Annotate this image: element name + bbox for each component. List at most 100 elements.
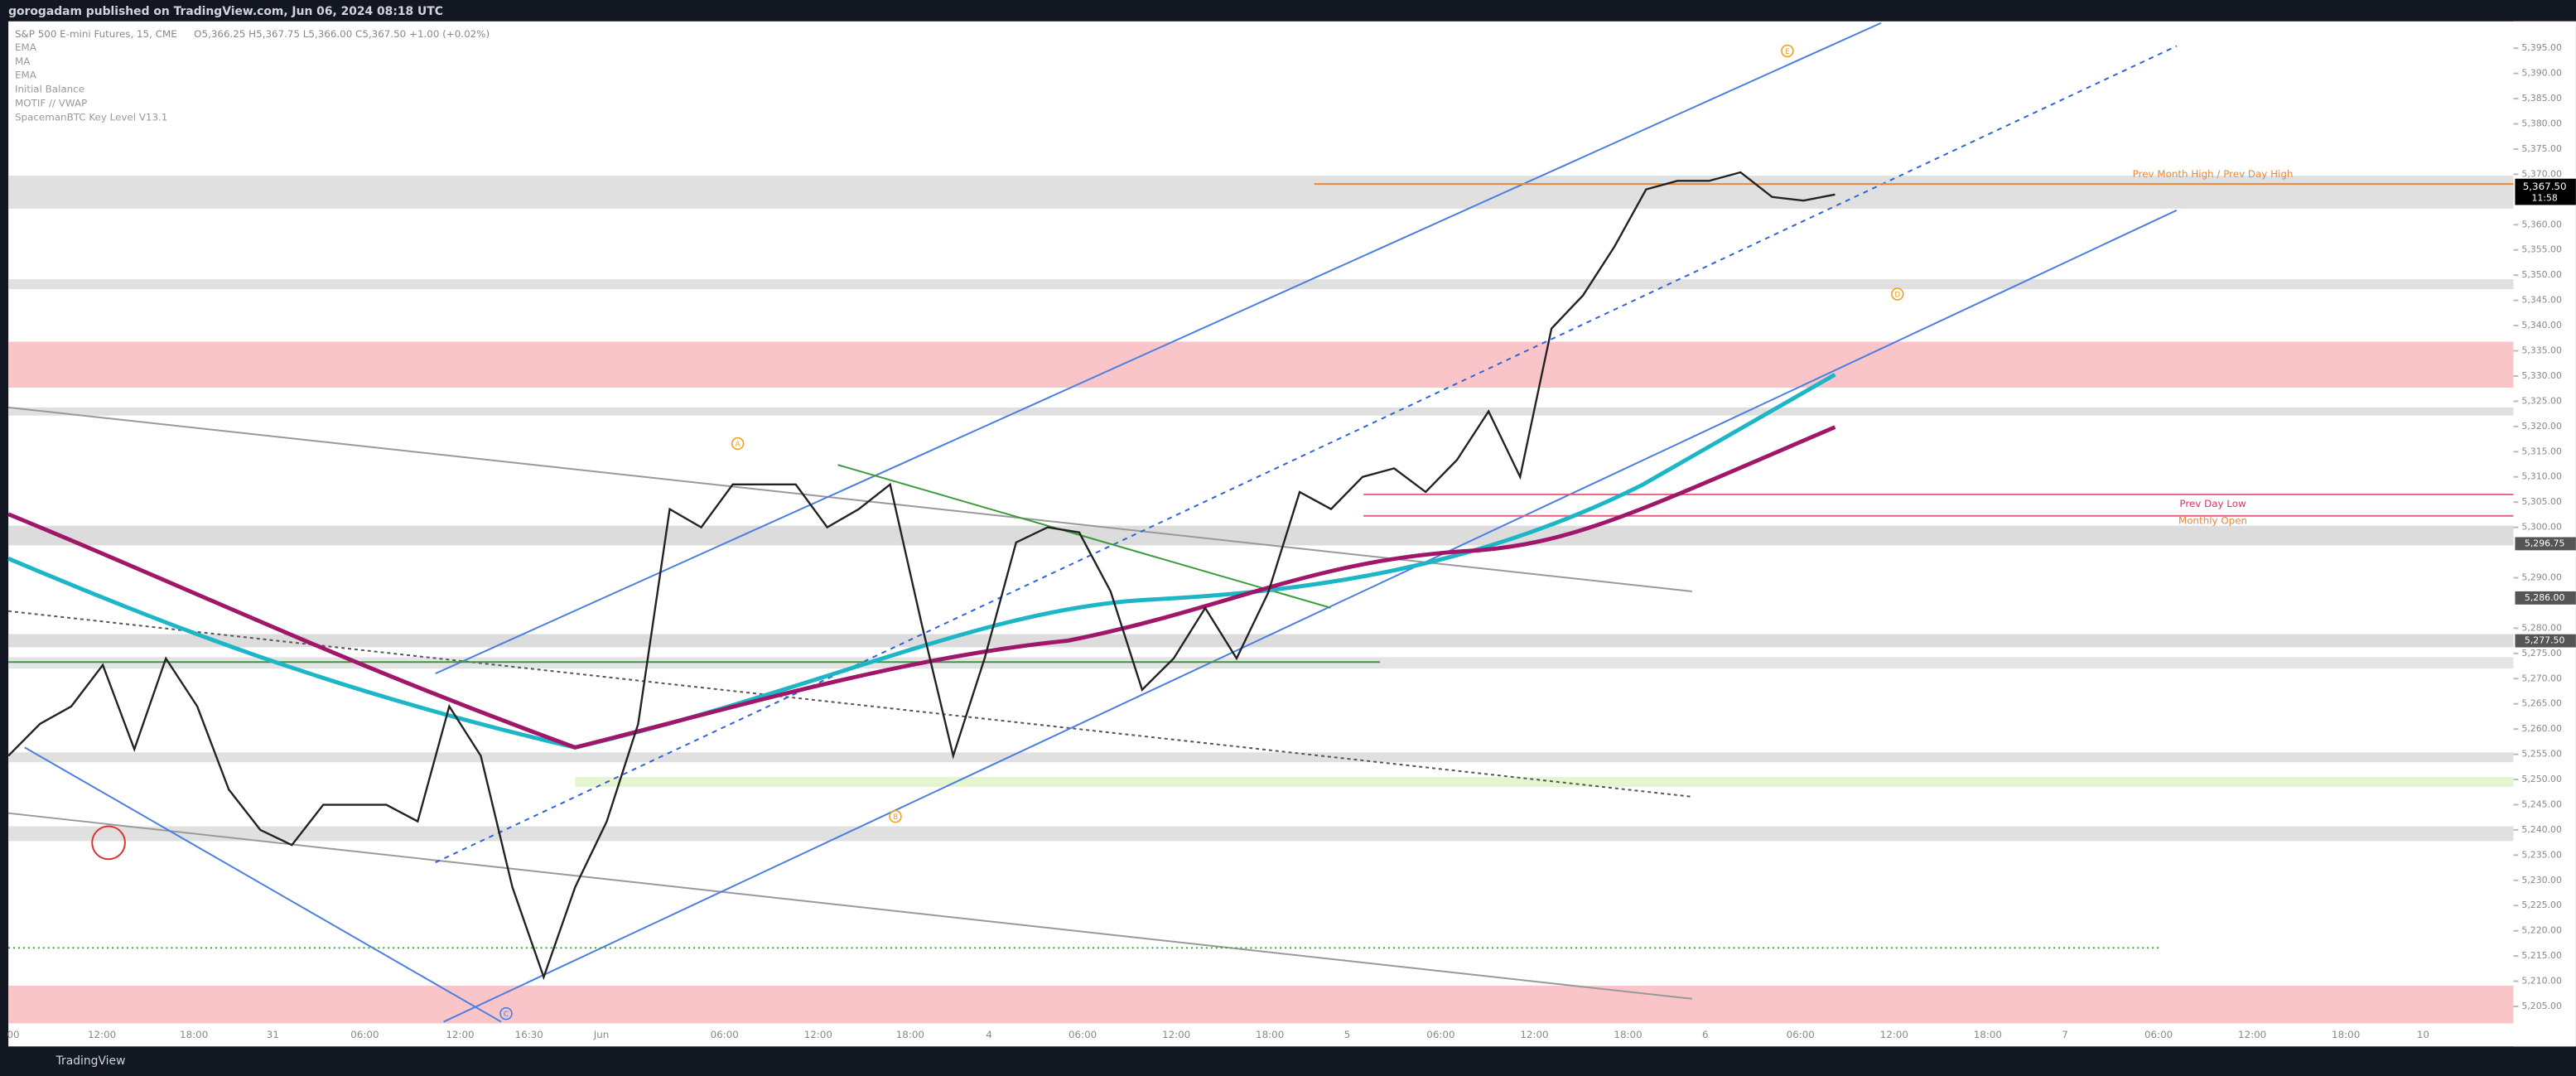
level-label: Monthly Open: [2178, 514, 2247, 526]
x-tick-label: 16:30: [515, 1029, 543, 1040]
x-tick-label: 06:00: [2144, 1029, 2173, 1040]
y-tick-label: 5,350.00: [2521, 269, 2562, 280]
y-tick-label: 5,345.00: [2521, 295, 2562, 306]
zone: [8, 341, 2514, 388]
zone: [575, 777, 2514, 787]
trendline: [24, 746, 502, 1023]
y-tick-label: 5,340.00: [2521, 320, 2562, 331]
y-tick-label: 5,355.00: [2521, 244, 2562, 255]
x-tick-label: 4: [986, 1029, 992, 1040]
y-tick-label: 5,210.00: [2521, 976, 2562, 987]
legend-symbol: S&P 500 E-mini Futures, 15, CME: [15, 28, 177, 40]
zone: [8, 985, 2514, 1024]
legend-indicator: Initial Balance: [15, 84, 84, 95]
wave-label: A: [736, 441, 741, 449]
x-tick-label: Jun: [593, 1029, 610, 1040]
legend-indicator: SpacemanBTC Key Level V13.1: [15, 111, 167, 123]
countdown-label: 11:58: [2531, 193, 2557, 204]
x-tick-label: 12:00: [1520, 1029, 1548, 1040]
y-tick-label: 5,230.00: [2521, 875, 2562, 885]
x-tick-label: 12:00: [446, 1029, 474, 1040]
x-tick-label: 12:00: [88, 1029, 116, 1040]
price-badge-label: 5,277.50: [2525, 635, 2565, 646]
x-tick-label: 00: [7, 1029, 19, 1040]
x-tick-label: 12:00: [1162, 1029, 1190, 1040]
last-price-label: 5,367.50: [2523, 181, 2567, 192]
wave-marker: [731, 437, 745, 451]
y-tick-label: 5,300.00: [2521, 522, 2562, 533]
y-tick-label: 5,335.00: [2521, 345, 2562, 356]
y-tick-label: 5,215.00: [2521, 950, 2562, 961]
y-tick-label: 5,225.00: [2521, 900, 2562, 910]
y-tick-label: 5,310.00: [2521, 471, 2562, 482]
y-tick-label: 5,360.00: [2521, 219, 2562, 229]
x-tick-label: 6: [1702, 1029, 1709, 1040]
y-tick-label: 5,245.00: [2521, 799, 2562, 809]
channel: [435, 22, 1882, 675]
wave-label: D: [1894, 291, 1900, 299]
price-badge-label: 5,296.75: [2525, 538, 2565, 548]
zone: [8, 826, 2514, 842]
x-tick-label: 06:00: [1426, 1029, 1454, 1040]
y-tick-label: 5,370.00: [2521, 168, 2562, 179]
zone: [8, 279, 2514, 290]
y-tick-label: 5,275.00: [2521, 648, 2562, 659]
price-badge-label: 5,286.00: [2525, 592, 2565, 603]
y-tick-label: 5,320.00: [2521, 421, 2562, 432]
zone: [8, 525, 2514, 546]
ema: [7, 373, 1836, 750]
zone: [8, 407, 2514, 416]
legend-indicator: EMA: [15, 70, 37, 81]
marker: [91, 825, 126, 861]
legend: S&P 500 E-mini Futures, 15, CME O5,366.2…: [15, 28, 490, 40]
price-line: [7, 171, 1836, 981]
y-tick-label: 5,260.00: [2521, 723, 2562, 734]
y-tick-label: 5,325.00: [2521, 395, 2562, 406]
zone: [8, 176, 2514, 209]
y-tick-label: 5,220.00: [2521, 925, 2562, 936]
wave-marker: [1891, 287, 1904, 301]
x-tick-label: 06:00: [1787, 1029, 1815, 1040]
wave-label: B: [893, 813, 898, 822]
x-tick-label: 12:00: [804, 1029, 832, 1040]
x-tick-label: 5: [1344, 1029, 1351, 1040]
x-tick-label: 10: [2417, 1029, 2429, 1040]
y-tick-label: 5,385.00: [2521, 93, 2562, 104]
legend-ohlc: O5,366.25 H5,367.75 L5,366.00 C5,367.50 …: [194, 28, 490, 40]
wave-marker: [499, 1006, 513, 1021]
x-tick-label: 12:00: [2238, 1029, 2266, 1040]
x-tick-label: 06:00: [1069, 1029, 1097, 1040]
x-tick-label: 18:00: [1614, 1029, 1642, 1040]
x-tick-label: 18:00: [1974, 1029, 2002, 1040]
level-label: Prev Day Low: [2179, 498, 2246, 509]
x-tick-label: 18:00: [2332, 1029, 2360, 1040]
channel: [443, 209, 2178, 1023]
y-tick-label: 5,280.00: [2521, 622, 2562, 633]
y-tick-label: 5,375.00: [2521, 143, 2562, 154]
y-tick-label: 5,235.00: [2521, 849, 2562, 860]
y-tick-label: 5,330.00: [2521, 370, 2562, 381]
legend-indicator: MA: [15, 55, 31, 67]
zones: [8, 176, 2514, 1024]
x-tick-label: 18:00: [180, 1029, 208, 1040]
price-badge: [2515, 537, 2576, 551]
price-badge: [2515, 591, 2576, 605]
y-tick-label: 5,315.00: [2521, 446, 2562, 456]
brand: TradingView: [55, 1054, 126, 1068]
zone: [8, 634, 2514, 648]
y-tick-label: 5,380.00: [2521, 118, 2562, 129]
wave-label: C: [504, 1011, 509, 1019]
wave-marker: [889, 809, 902, 823]
wave-label: E: [1785, 48, 1790, 56]
drawings: [7, 22, 2514, 1023]
y-tick-label: 5,390.00: [2521, 68, 2562, 79]
y-tick-label: 5,240.00: [2521, 824, 2562, 835]
header: gorogadam published on TradingView.com, …: [8, 5, 443, 18]
x-tick-label: 18:00: [896, 1029, 924, 1040]
zone: [8, 752, 2514, 763]
level-label: Prev Month High / Prev Day High: [2133, 168, 2294, 180]
y-tick-label: 5,290.00: [2521, 572, 2562, 582]
y-tick-label: 5,305.00: [2521, 496, 2562, 507]
